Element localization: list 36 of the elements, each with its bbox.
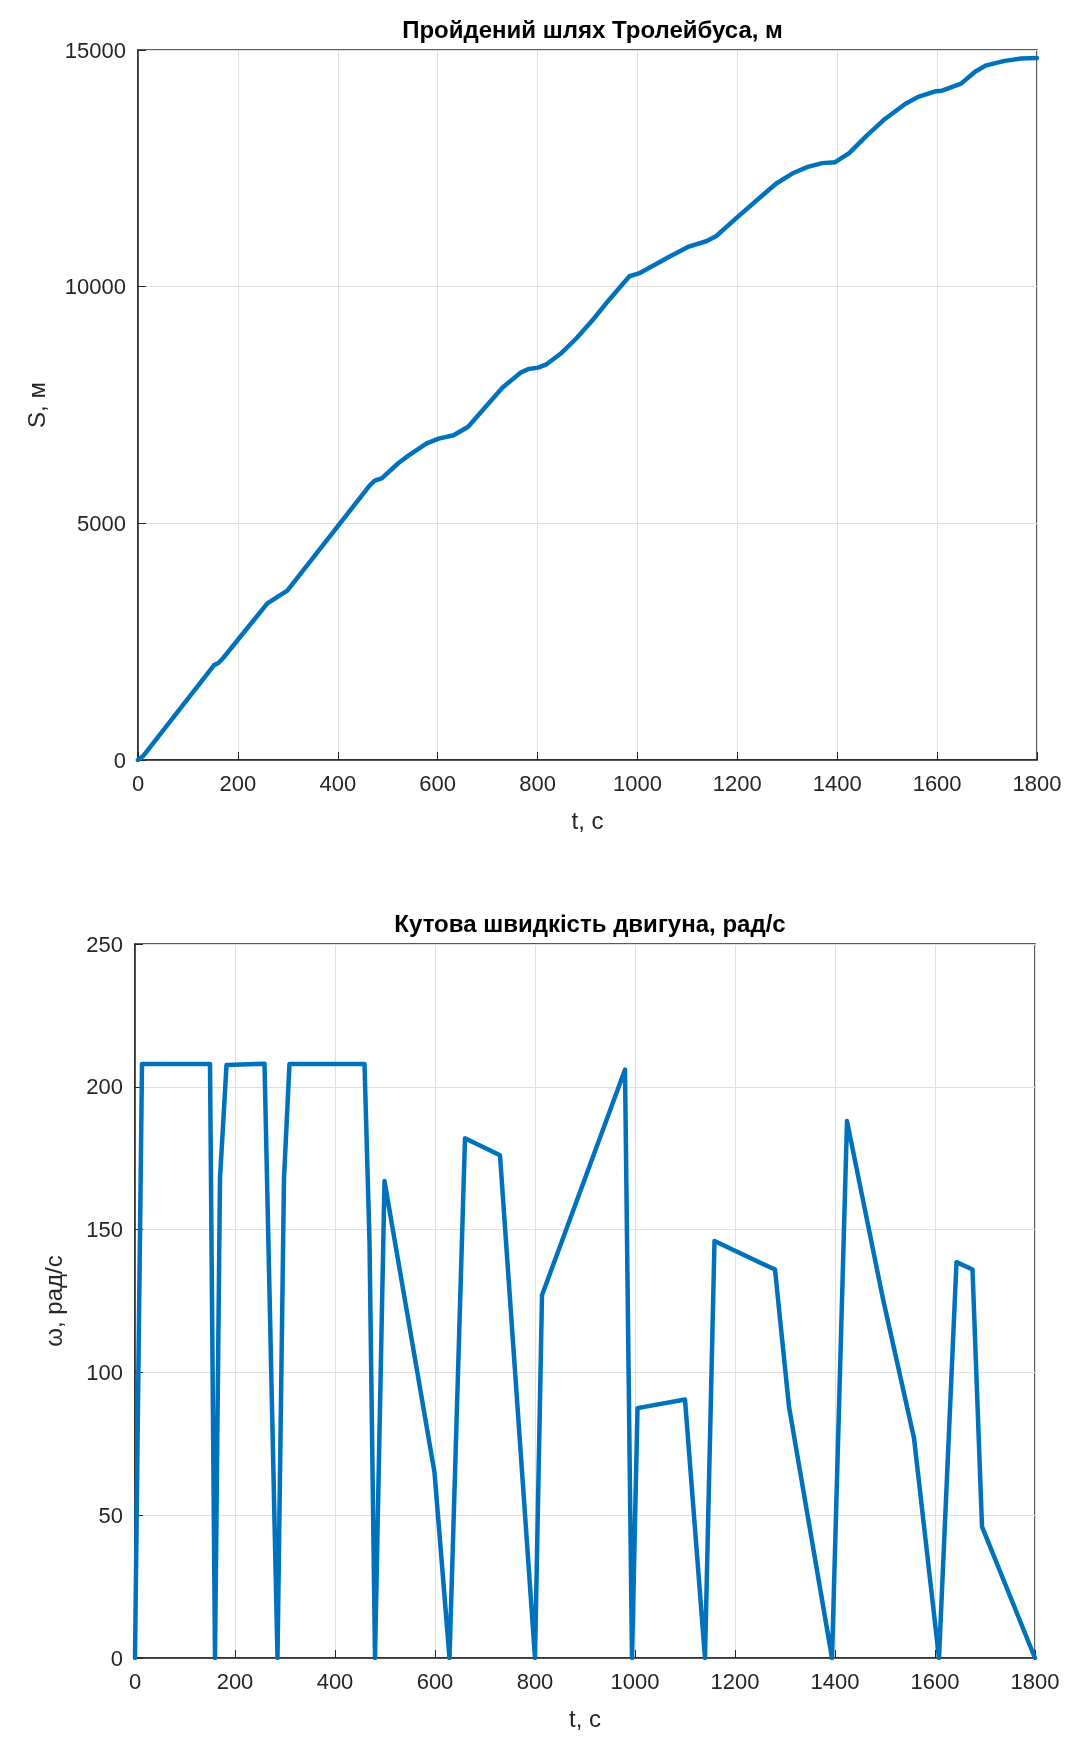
x-tick-label: 200 (216, 1668, 254, 1694)
x-tick-label: 800 (516, 1668, 554, 1694)
x-tick-label: 1600 (910, 1668, 960, 1694)
y-tick-label: 250 (86, 931, 123, 957)
x-tick-label: 1400 (812, 770, 862, 796)
x-tick-label: 1600 (912, 770, 962, 796)
x-tick-label: 1800 (1010, 1668, 1060, 1694)
x-tick-label: 600 (419, 770, 457, 796)
x-tick-label: 800 (519, 770, 556, 796)
x-tick-label: 0 (131, 770, 145, 796)
y-tick-label: 150 (86, 1217, 123, 1243)
y-tick-label: 10000 (64, 274, 126, 300)
chart-title: Кутова швидкість двигуна, рад/с (394, 909, 786, 937)
x-tick-label: 1200 (712, 770, 762, 796)
x-tick-label: 200 (219, 770, 257, 796)
y-tick-label: 200 (86, 1074, 123, 1100)
y-tick-label: 100 (86, 1359, 123, 1385)
y-axis-title: S, м (22, 382, 50, 428)
x-tick-label: 1200 (710, 1668, 760, 1694)
y-tick-label: 15000 (64, 37, 126, 63)
x-tick-label: 1800 (1012, 770, 1062, 796)
y-tick-label: 5000 (77, 510, 126, 536)
y-tick-label: 0 (110, 1645, 123, 1671)
x-tick-label: 600 (416, 1668, 454, 1694)
y-axis-title: ω, рад/с (39, 1255, 67, 1347)
x-tick-label: 400 (316, 1668, 354, 1694)
x-tick-label: 0 (128, 1668, 142, 1694)
x-axis-title: t, c (568, 1704, 602, 1732)
y-tick-label: 50 (98, 1502, 123, 1528)
x-axis-title: t, c (571, 806, 604, 834)
chart-title: Пройдений шлях Тролейбуса, м (402, 15, 783, 43)
x-tick-label: 400 (319, 770, 357, 796)
y-tick-label: 0 (113, 747, 126, 773)
x-tick-label: 1400 (810, 1668, 860, 1694)
x-tick-label: 1000 (610, 1668, 660, 1694)
x-tick-label: 1000 (612, 770, 662, 796)
